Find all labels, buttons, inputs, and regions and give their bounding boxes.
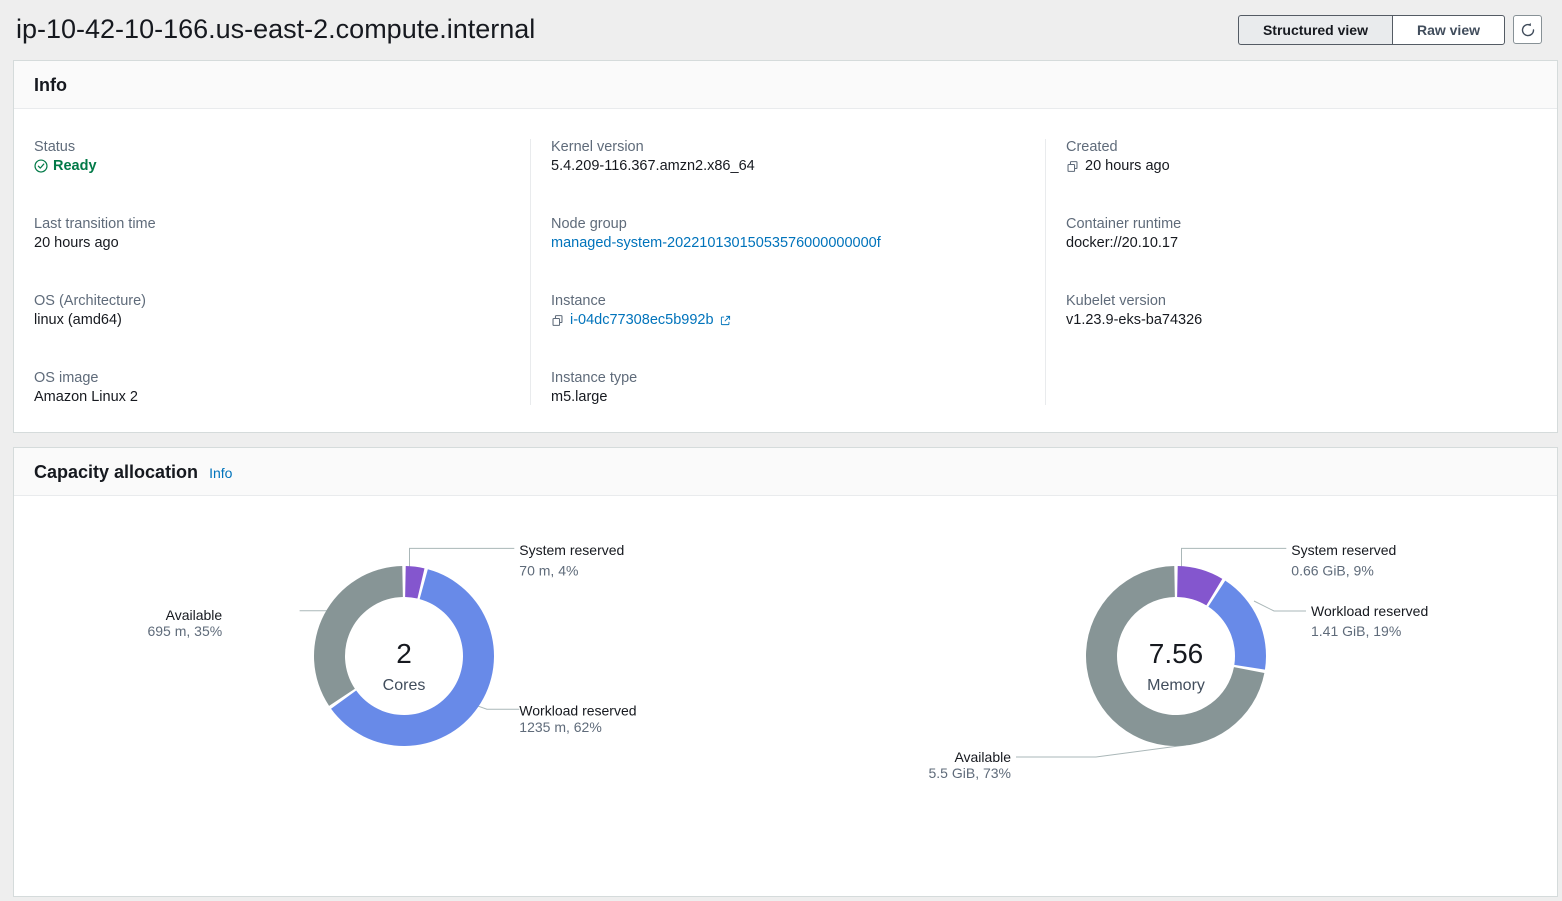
svg-text:1235 m, 62%: 1235 m, 62% <box>519 719 602 735</box>
svg-text:5.5 GiB, 73%: 5.5 GiB, 73% <box>928 765 1011 781</box>
svg-text:Available: Available <box>166 607 223 623</box>
svg-text:695 m, 35%: 695 m, 35% <box>147 623 222 639</box>
svg-text:System reserved: System reserved <box>519 542 624 558</box>
svg-text:Cores: Cores <box>383 677 426 694</box>
svg-text:Workload reserved: Workload reserved <box>519 703 636 719</box>
svg-text:1.41 GiB, 19%: 1.41 GiB, 19% <box>1311 623 1401 639</box>
svg-text:0.66 GiB, 9%: 0.66 GiB, 9% <box>1291 562 1374 578</box>
svg-text:7.56: 7.56 <box>1148 638 1203 669</box>
svg-text:70 m, 4%: 70 m, 4% <box>519 562 578 578</box>
svg-text:Available: Available <box>954 749 1011 765</box>
svg-text:System reserved: System reserved <box>1291 542 1396 558</box>
svg-text:2: 2 <box>396 638 412 669</box>
svg-text:Memory: Memory <box>1147 677 1205 694</box>
svg-text:Workload reserved: Workload reserved <box>1311 603 1428 619</box>
